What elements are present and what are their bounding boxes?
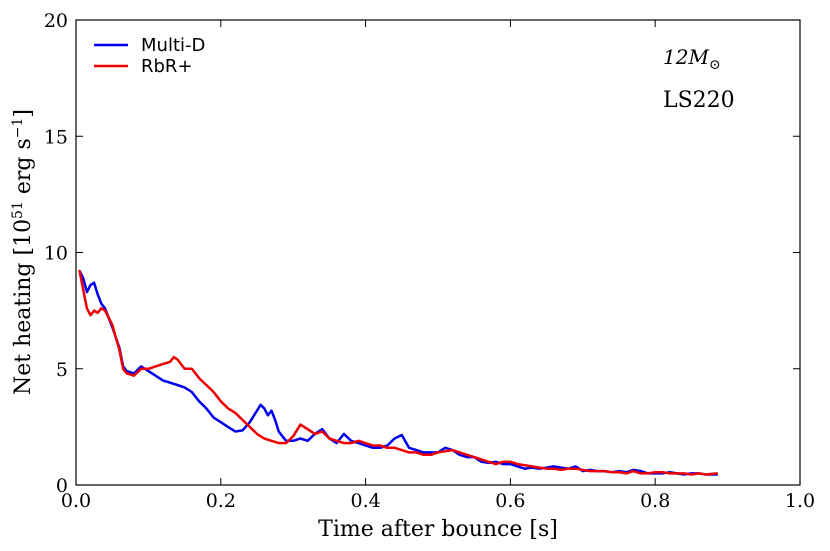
y-axis-label-suffix: ] <box>11 109 36 118</box>
y-axis-label-exp1: 51 <box>10 201 26 219</box>
y-tick-label: 20 <box>44 10 68 32</box>
legend-label-multi-d: Multi-D <box>141 35 205 56</box>
y-tick-label: 10 <box>44 243 68 265</box>
y-tick-label: 0 <box>56 475 68 497</box>
x-tick-label: 0.4 <box>350 490 380 512</box>
y-tick-label: 5 <box>56 359 68 381</box>
x-tick-label: 0.2 <box>206 490 236 512</box>
y-tick-label: 15 <box>44 126 68 148</box>
x-tick-label: 0.8 <box>640 490 670 512</box>
x-tick-label: 1.0 <box>785 490 815 512</box>
x-axis-label: Time after bounce [s] <box>318 517 558 542</box>
series-line-rbr <box>78 269 718 476</box>
x-tick-label: 0.0 <box>61 490 91 512</box>
eos-annotation: LS220 <box>663 88 735 113</box>
y-axis-label: Net heating [1051 erg s−1] <box>10 109 36 395</box>
mass-annotation-base: 12M <box>663 45 709 69</box>
x-tick-label: 0.6 <box>495 490 525 512</box>
y-axis-label-mid: erg s <box>11 138 36 201</box>
legend: Multi-D RbR+ <box>94 35 205 77</box>
legend-label-rbr: RbR+ <box>141 56 193 77</box>
mass-annotation: 12M⊙ <box>663 45 721 73</box>
series-line-multi-d <box>78 269 718 476</box>
mass-annotation-sub: ⊙ <box>709 57 721 73</box>
y-axis-label-prefix: Net heating [10 <box>11 219 36 395</box>
y-axis-label-exp2: −1 <box>10 118 26 139</box>
